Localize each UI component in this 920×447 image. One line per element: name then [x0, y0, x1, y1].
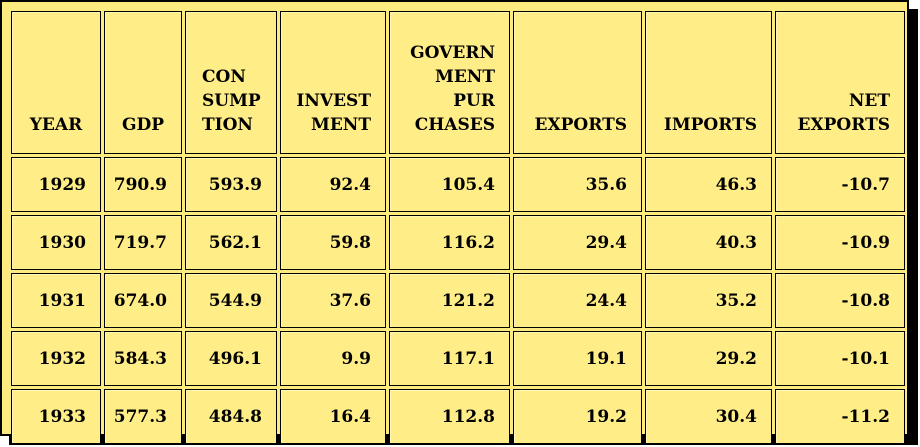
table-cell-government: 116.2 — [389, 215, 510, 270]
table-cell-year: 1931 — [11, 273, 101, 328]
header-consumption: CON SUMP TION — [185, 11, 277, 154]
header-line: GOVERN — [410, 43, 495, 63]
table-cell-consumption: 562.1 — [185, 215, 277, 270]
header-imports: IMPORTS — [645, 11, 772, 154]
header-line: YEAR — [29, 115, 83, 135]
header-net-exports: NET EXPORTS — [775, 11, 905, 154]
gdp-components-table: YEAR GDP CON SUMP TION INVEST MENT GOVERN ME… — [8, 8, 908, 447]
table-row: 1930 719.7 562.1 59.8 116.2 29.4 40.3 -10.9 — [11, 215, 905, 270]
table-cell-imports: 40.3 — [645, 215, 772, 270]
header-line: INVEST — [296, 91, 371, 111]
header-investment: INVEST MENT — [280, 11, 386, 154]
table-cell-government: 117.1 — [389, 331, 510, 386]
header-government-purchases: GOVERN MENT PUR CHASES — [389, 11, 510, 154]
table-cell-year: 1933 — [11, 389, 101, 444]
table-cell-gdp: 577.3 — [104, 389, 182, 444]
table-cell-exports: 19.1 — [513, 331, 642, 386]
table-cell-investment: 9.9 — [280, 331, 386, 386]
table-row: 1933 577.3 484.8 16.4 112.8 19.2 30.4 -11.2 — [11, 389, 905, 444]
table-cell-investment: 59.8 — [280, 215, 386, 270]
header-year: YEAR — [11, 11, 101, 154]
header-exports: EXPORTS — [513, 11, 642, 154]
table-cell-year: 1930 — [11, 215, 101, 270]
table-cell-year: 1932 — [11, 331, 101, 386]
table-cell-investment: 92.4 — [280, 157, 386, 212]
header-line: GDP — [121, 115, 165, 135]
table-cell-net_exports: -11.2 — [775, 389, 905, 444]
table-row: 1929 790.9 593.9 92.4 105.4 35.6 46.3 -10.7 — [11, 157, 905, 212]
table-cell-net_exports: -10.9 — [775, 215, 905, 270]
table-cell-gdp: 584.3 — [104, 331, 182, 386]
header-gdp: GDP — [104, 11, 182, 154]
header-line: MENT — [311, 115, 371, 135]
table-cell-net_exports: -10.8 — [775, 273, 905, 328]
table-cell-government: 105.4 — [389, 157, 510, 212]
table-cell-investment: 37.6 — [280, 273, 386, 328]
header-line: EXPORTS — [534, 115, 628, 135]
header-line: CON — [202, 67, 246, 87]
table-cell-imports: 29.2 — [645, 331, 772, 386]
header-line: EXPORTS — [797, 115, 891, 135]
header-line: IMPORTS — [663, 115, 757, 135]
table-cell-net_exports: -10.7 — [775, 157, 905, 212]
table-cell-year: 1929 — [11, 157, 101, 212]
header-line: CHASES — [414, 115, 495, 135]
table-cell-imports: 30.4 — [645, 389, 772, 444]
header-line: PUR — [453, 91, 495, 111]
table-cell-exports: 24.4 — [513, 273, 642, 328]
table-cell-imports: 35.2 — [645, 273, 772, 328]
table-cell-exports: 35.6 — [513, 157, 642, 212]
table-cell-exports: 19.2 — [513, 389, 642, 444]
header-line: SUMP — [202, 91, 261, 111]
header-line: MENT — [435, 67, 495, 87]
table-cell-gdp: 719.7 — [104, 215, 182, 270]
table-cell-government: 121.2 — [389, 273, 510, 328]
header-line: TION — [202, 115, 253, 135]
table-row: 1932 584.3 496.1 9.9 117.1 19.1 29.2 -10.1 — [11, 331, 905, 386]
table-cell-imports: 46.3 — [645, 157, 772, 212]
table-cell-consumption: 593.9 — [185, 157, 277, 212]
table-cell-net_exports: -10.1 — [775, 331, 905, 386]
table-row: 1931 674.0 544.9 37.6 121.2 24.4 35.2 -10.8 — [11, 273, 905, 328]
header-row: YEAR GDP CON SUMP TION INVEST MENT GOVERN ME… — [11, 11, 905, 154]
table-cell-consumption: 484.8 — [185, 389, 277, 444]
table-cell-gdp: 790.9 — [104, 157, 182, 212]
table-cell-consumption: 496.1 — [185, 331, 277, 386]
table-cell-consumption: 544.9 — [185, 273, 277, 328]
header-line: NET — [848, 91, 890, 111]
table-cell-exports: 29.4 — [513, 215, 642, 270]
table-cell-investment: 16.4 — [280, 389, 386, 444]
table-cell-government: 112.8 — [389, 389, 510, 444]
table-cell-gdp: 674.0 — [104, 273, 182, 328]
